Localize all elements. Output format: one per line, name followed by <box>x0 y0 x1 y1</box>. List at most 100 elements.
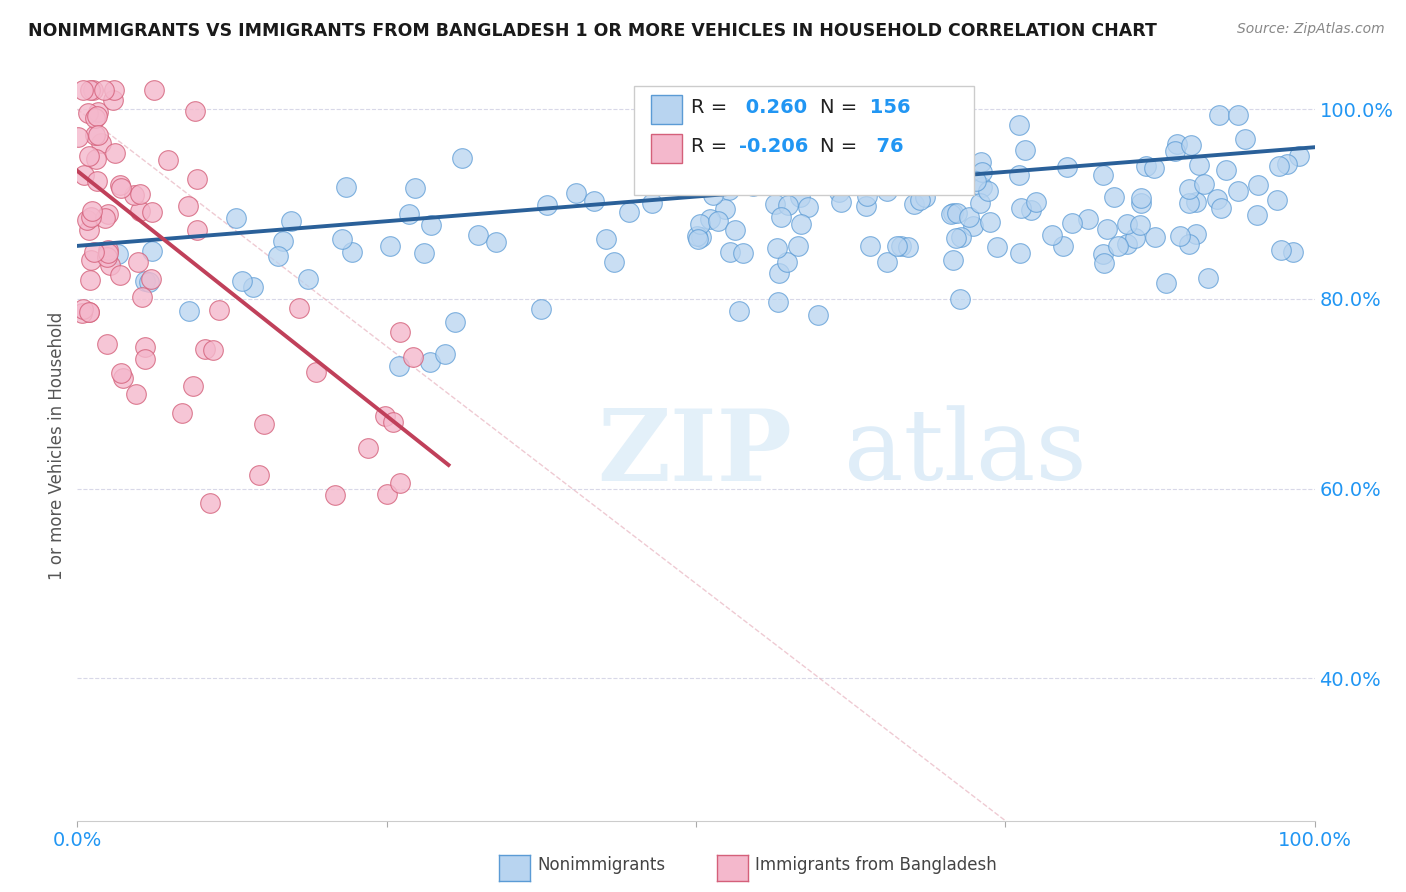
Point <box>77 223 100 237</box>
Point <box>1010 201 1032 215</box>
Point <box>1008 118 1031 132</box>
Point <box>617 205 640 219</box>
Point <box>70 305 93 319</box>
Point <box>450 151 472 165</box>
Point <box>1025 194 1047 209</box>
Point <box>1010 246 1032 260</box>
Point <box>111 371 134 385</box>
Point <box>108 268 131 282</box>
Point <box>80 204 103 219</box>
Point <box>382 416 405 430</box>
Point <box>859 239 882 253</box>
Point <box>330 232 353 246</box>
Point <box>184 104 207 119</box>
Point <box>110 181 132 195</box>
Point <box>80 253 103 268</box>
Point <box>699 211 721 226</box>
Point <box>769 210 792 224</box>
Point <box>1270 244 1292 258</box>
Point <box>90 136 112 150</box>
Point <box>444 315 467 329</box>
Point <box>252 417 274 431</box>
Point <box>870 160 893 174</box>
Point <box>79 304 101 318</box>
Point <box>766 295 789 310</box>
Point <box>1115 237 1137 252</box>
Point <box>131 290 153 304</box>
Point <box>824 176 846 190</box>
Point <box>97 246 120 260</box>
Point <box>110 366 132 380</box>
Point <box>914 190 936 204</box>
Point <box>139 272 162 286</box>
Point <box>962 219 984 233</box>
Point <box>1168 228 1191 243</box>
Point <box>86 174 108 188</box>
Point <box>714 202 737 217</box>
Point <box>786 239 808 253</box>
Point <box>398 207 420 221</box>
Point <box>905 165 928 179</box>
Point <box>1077 211 1099 226</box>
Point <box>1227 107 1250 121</box>
Point <box>170 406 193 420</box>
Point <box>325 488 347 502</box>
Point <box>179 303 201 318</box>
Point <box>1233 132 1256 146</box>
Point <box>1092 256 1115 270</box>
Point <box>1008 168 1031 182</box>
Point <box>727 303 749 318</box>
Point <box>297 271 319 285</box>
Point <box>1282 244 1305 259</box>
Point <box>876 184 898 198</box>
Point <box>827 185 849 199</box>
Point <box>969 195 991 210</box>
Point <box>979 215 1001 229</box>
Point <box>107 247 129 261</box>
Point <box>375 487 398 501</box>
Text: ZIP: ZIP <box>598 405 792 502</box>
Point <box>766 241 789 255</box>
Text: Nonimmigrants: Nonimmigrants <box>537 856 665 874</box>
Point <box>789 189 811 203</box>
Text: 0.260: 0.260 <box>740 98 807 117</box>
Point <box>530 301 553 316</box>
Point <box>713 175 735 189</box>
Point <box>1060 216 1083 230</box>
Point <box>949 229 972 244</box>
Point <box>949 172 972 186</box>
Point <box>198 496 221 510</box>
Point <box>1188 158 1211 172</box>
Point <box>1192 177 1215 191</box>
Point <box>225 211 247 226</box>
Point <box>702 187 724 202</box>
Point <box>706 170 728 185</box>
Point <box>565 186 588 200</box>
Point <box>97 206 120 220</box>
Point <box>796 200 818 214</box>
Point <box>688 232 710 246</box>
Point <box>271 234 294 248</box>
Point <box>434 347 457 361</box>
Point <box>134 274 156 288</box>
Point <box>1205 192 1227 206</box>
Point <box>790 171 813 186</box>
Point <box>830 195 852 210</box>
Point <box>1129 191 1152 205</box>
Point <box>79 149 101 163</box>
Point <box>1247 178 1270 192</box>
Text: 76: 76 <box>863 136 904 156</box>
Point <box>1102 190 1125 204</box>
Point <box>404 180 426 194</box>
Point <box>86 109 108 123</box>
Point <box>690 230 713 244</box>
Point <box>96 250 118 264</box>
Point <box>186 172 208 186</box>
Point <box>876 254 898 268</box>
Point <box>72 83 94 97</box>
Point <box>467 227 489 242</box>
Point <box>202 343 225 358</box>
Point <box>970 154 993 169</box>
Point <box>1156 277 1178 291</box>
Point <box>897 240 920 254</box>
